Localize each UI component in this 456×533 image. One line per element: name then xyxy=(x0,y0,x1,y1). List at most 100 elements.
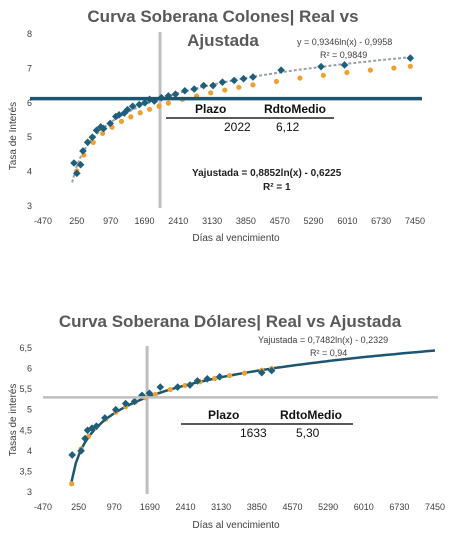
chart-2-real-point xyxy=(173,383,182,391)
chart-1-title-line2: Ajustada xyxy=(187,31,259,50)
chart-1: Curva Soberana Colones| Real vs Ajustada… xyxy=(8,7,392,244)
chart-2-y-tick-label: 6 xyxy=(27,364,32,374)
chart-1-adjusted-point xyxy=(100,130,106,137)
chart-1-x-tick-label: 6730 xyxy=(371,216,391,226)
chart-1-adjusted-point xyxy=(250,82,256,88)
chart-1-x-tick-label: 970 xyxy=(103,216,118,226)
chart-1-y-tick-label: 4 xyxy=(27,167,32,177)
chart-2-adjusted-point xyxy=(69,481,75,487)
chart-1-real-point xyxy=(73,169,81,178)
chart-2-title: Curva Soberana Dólares| Real vs Ajustada xyxy=(59,312,402,331)
chart-2-x-tick-label: 250 xyxy=(71,502,86,512)
chart-2-y-tick-label: 6,5 xyxy=(19,343,32,353)
chart-1-x-tick-label: 3130 xyxy=(202,216,222,226)
chart-2-trend-equation: Yajustada = 0,7482ln(x) - 0,2329 xyxy=(258,335,388,345)
chart-1-real-point xyxy=(239,74,248,83)
chart-2-x-tick-label: 7450 xyxy=(425,502,445,512)
chart-2-real-point xyxy=(130,397,139,406)
chart-2-box-plazo-value: 1633 xyxy=(240,426,267,440)
chart-1-x-axis-title: Días al vencimiento xyxy=(192,233,280,244)
chart-1-adjusted-point xyxy=(118,118,125,124)
chart-2-x-axis-title: Días al vencimiento xyxy=(192,520,280,531)
chart-1-adjusted-point xyxy=(147,106,153,112)
chart-2-y-tick-label: 3 xyxy=(27,487,32,497)
chart-1-y-tick-label: 3 xyxy=(27,201,32,211)
chart-2-adjusted-point xyxy=(226,372,233,379)
chart-2-adjusted-point xyxy=(241,370,248,376)
chart-1-real-point xyxy=(76,160,85,169)
chart-1-box-rdto-value: 6,12 xyxy=(276,120,300,134)
chart-2-adjusted-point xyxy=(152,391,158,398)
chart-1-real-point xyxy=(79,147,87,155)
chart-1-real-point xyxy=(70,159,78,167)
chart-1-real-point xyxy=(171,90,180,98)
chart-1-real-point xyxy=(199,81,208,90)
chart-1-real-point xyxy=(99,124,108,133)
chart-1-trend-r2: R² = 0,9849 xyxy=(320,50,367,60)
chart-2-real-point xyxy=(92,422,101,430)
chart-2-x-tick-label: 970 xyxy=(107,502,122,512)
chart-1-real-point xyxy=(128,102,137,111)
chart-1-real-point xyxy=(88,133,97,141)
chart-2-trend-line xyxy=(69,349,436,484)
chart-1-y-tick-label: 5 xyxy=(27,132,32,142)
chart-1-adjusted-point xyxy=(273,78,280,85)
chart-2-adjusted-point xyxy=(212,375,218,382)
chart-1-real-point xyxy=(123,105,132,114)
chart-1-adjusted-point xyxy=(320,72,327,78)
chart-1-y-tick-label: 8 xyxy=(27,29,32,39)
chart-2-real-point xyxy=(145,389,154,398)
chart-1-x-tick-label: -470 xyxy=(34,216,52,226)
chart-2-x-tick-label: 6730 xyxy=(389,502,409,512)
chart-2-real-point xyxy=(267,366,276,375)
chart-1-real-point xyxy=(92,126,101,135)
chart-1-y-tick-label: 7 xyxy=(27,63,32,73)
chart-2-real-point xyxy=(215,373,224,381)
chart-2-y-tick-label: 5 xyxy=(27,405,32,415)
chart-1-adjusted-point xyxy=(90,139,96,145)
chart-1-adjusted-point xyxy=(367,67,373,73)
chart-1-x-tick-label: 4570 xyxy=(270,216,290,226)
chart-1-x-tick-label: 2410 xyxy=(168,216,188,226)
chart-1-adjusted-equation: Yajustada = 0,8852ln(x) - 0,6225 xyxy=(192,168,342,179)
chart-2-y-tick-label: 5,5 xyxy=(19,384,32,394)
chart-1-x-tick-label: 250 xyxy=(69,216,84,226)
chart-2-x-tick-label: 5290 xyxy=(318,502,338,512)
chart-2-real-point xyxy=(111,405,120,414)
chart-2-x-tick-label: 3850 xyxy=(247,502,267,512)
chart-1-adjusted-point xyxy=(137,110,143,116)
chart-2-x-tick-label: 1690 xyxy=(140,502,160,512)
chart-1-real-point xyxy=(406,54,415,62)
chart-1-adjusted-point xyxy=(222,87,228,93)
chart-2-x-tick-label: 4570 xyxy=(282,502,302,512)
chart-1-adjusted-point xyxy=(297,75,303,81)
chart-2-y-tick-label: 3,5 xyxy=(19,466,32,476)
chart-1-box-head-rdto: RdtoMedio xyxy=(264,102,326,116)
chart-2-x-tick-label: -470 xyxy=(34,502,52,512)
chart-1-real-point xyxy=(209,81,217,90)
chart-2-real-point xyxy=(193,377,202,385)
chart-2-real-point xyxy=(186,381,194,389)
chart-1-box-plazo-value: 2022 xyxy=(224,120,251,134)
chart-1-adjusted-point xyxy=(208,90,214,96)
chart-2: Curva Soberana Dólares| Real vs Ajustada… xyxy=(8,312,402,531)
chart-2-x-tick-label: 2410 xyxy=(176,502,196,512)
chart-2-real-point xyxy=(88,424,96,433)
chart-1-real-point xyxy=(249,73,257,81)
chart-1-adjusted-point xyxy=(165,100,172,106)
chart-2-real-point xyxy=(101,414,109,422)
chart-2-real-point xyxy=(203,375,212,383)
chart-2-real-point xyxy=(68,451,77,459)
chart-1-trend-equation: y = 0,9346ln(x) - 0,9958 xyxy=(297,37,392,47)
chart-2-x-tick-label: 3130 xyxy=(211,502,231,512)
chart-2-real-point xyxy=(156,383,165,391)
chart-1-real-point xyxy=(218,78,227,86)
chart-1-real-point xyxy=(190,85,199,93)
chart-1-adjusted-point xyxy=(344,69,350,76)
chart-2-real-point xyxy=(257,368,266,377)
chart-1-x-tick-label: 3850 xyxy=(236,216,256,226)
chart-1-adjusted-point xyxy=(236,84,242,90)
chart-1-real-point xyxy=(106,119,114,128)
chart-1-real-point xyxy=(181,86,189,95)
